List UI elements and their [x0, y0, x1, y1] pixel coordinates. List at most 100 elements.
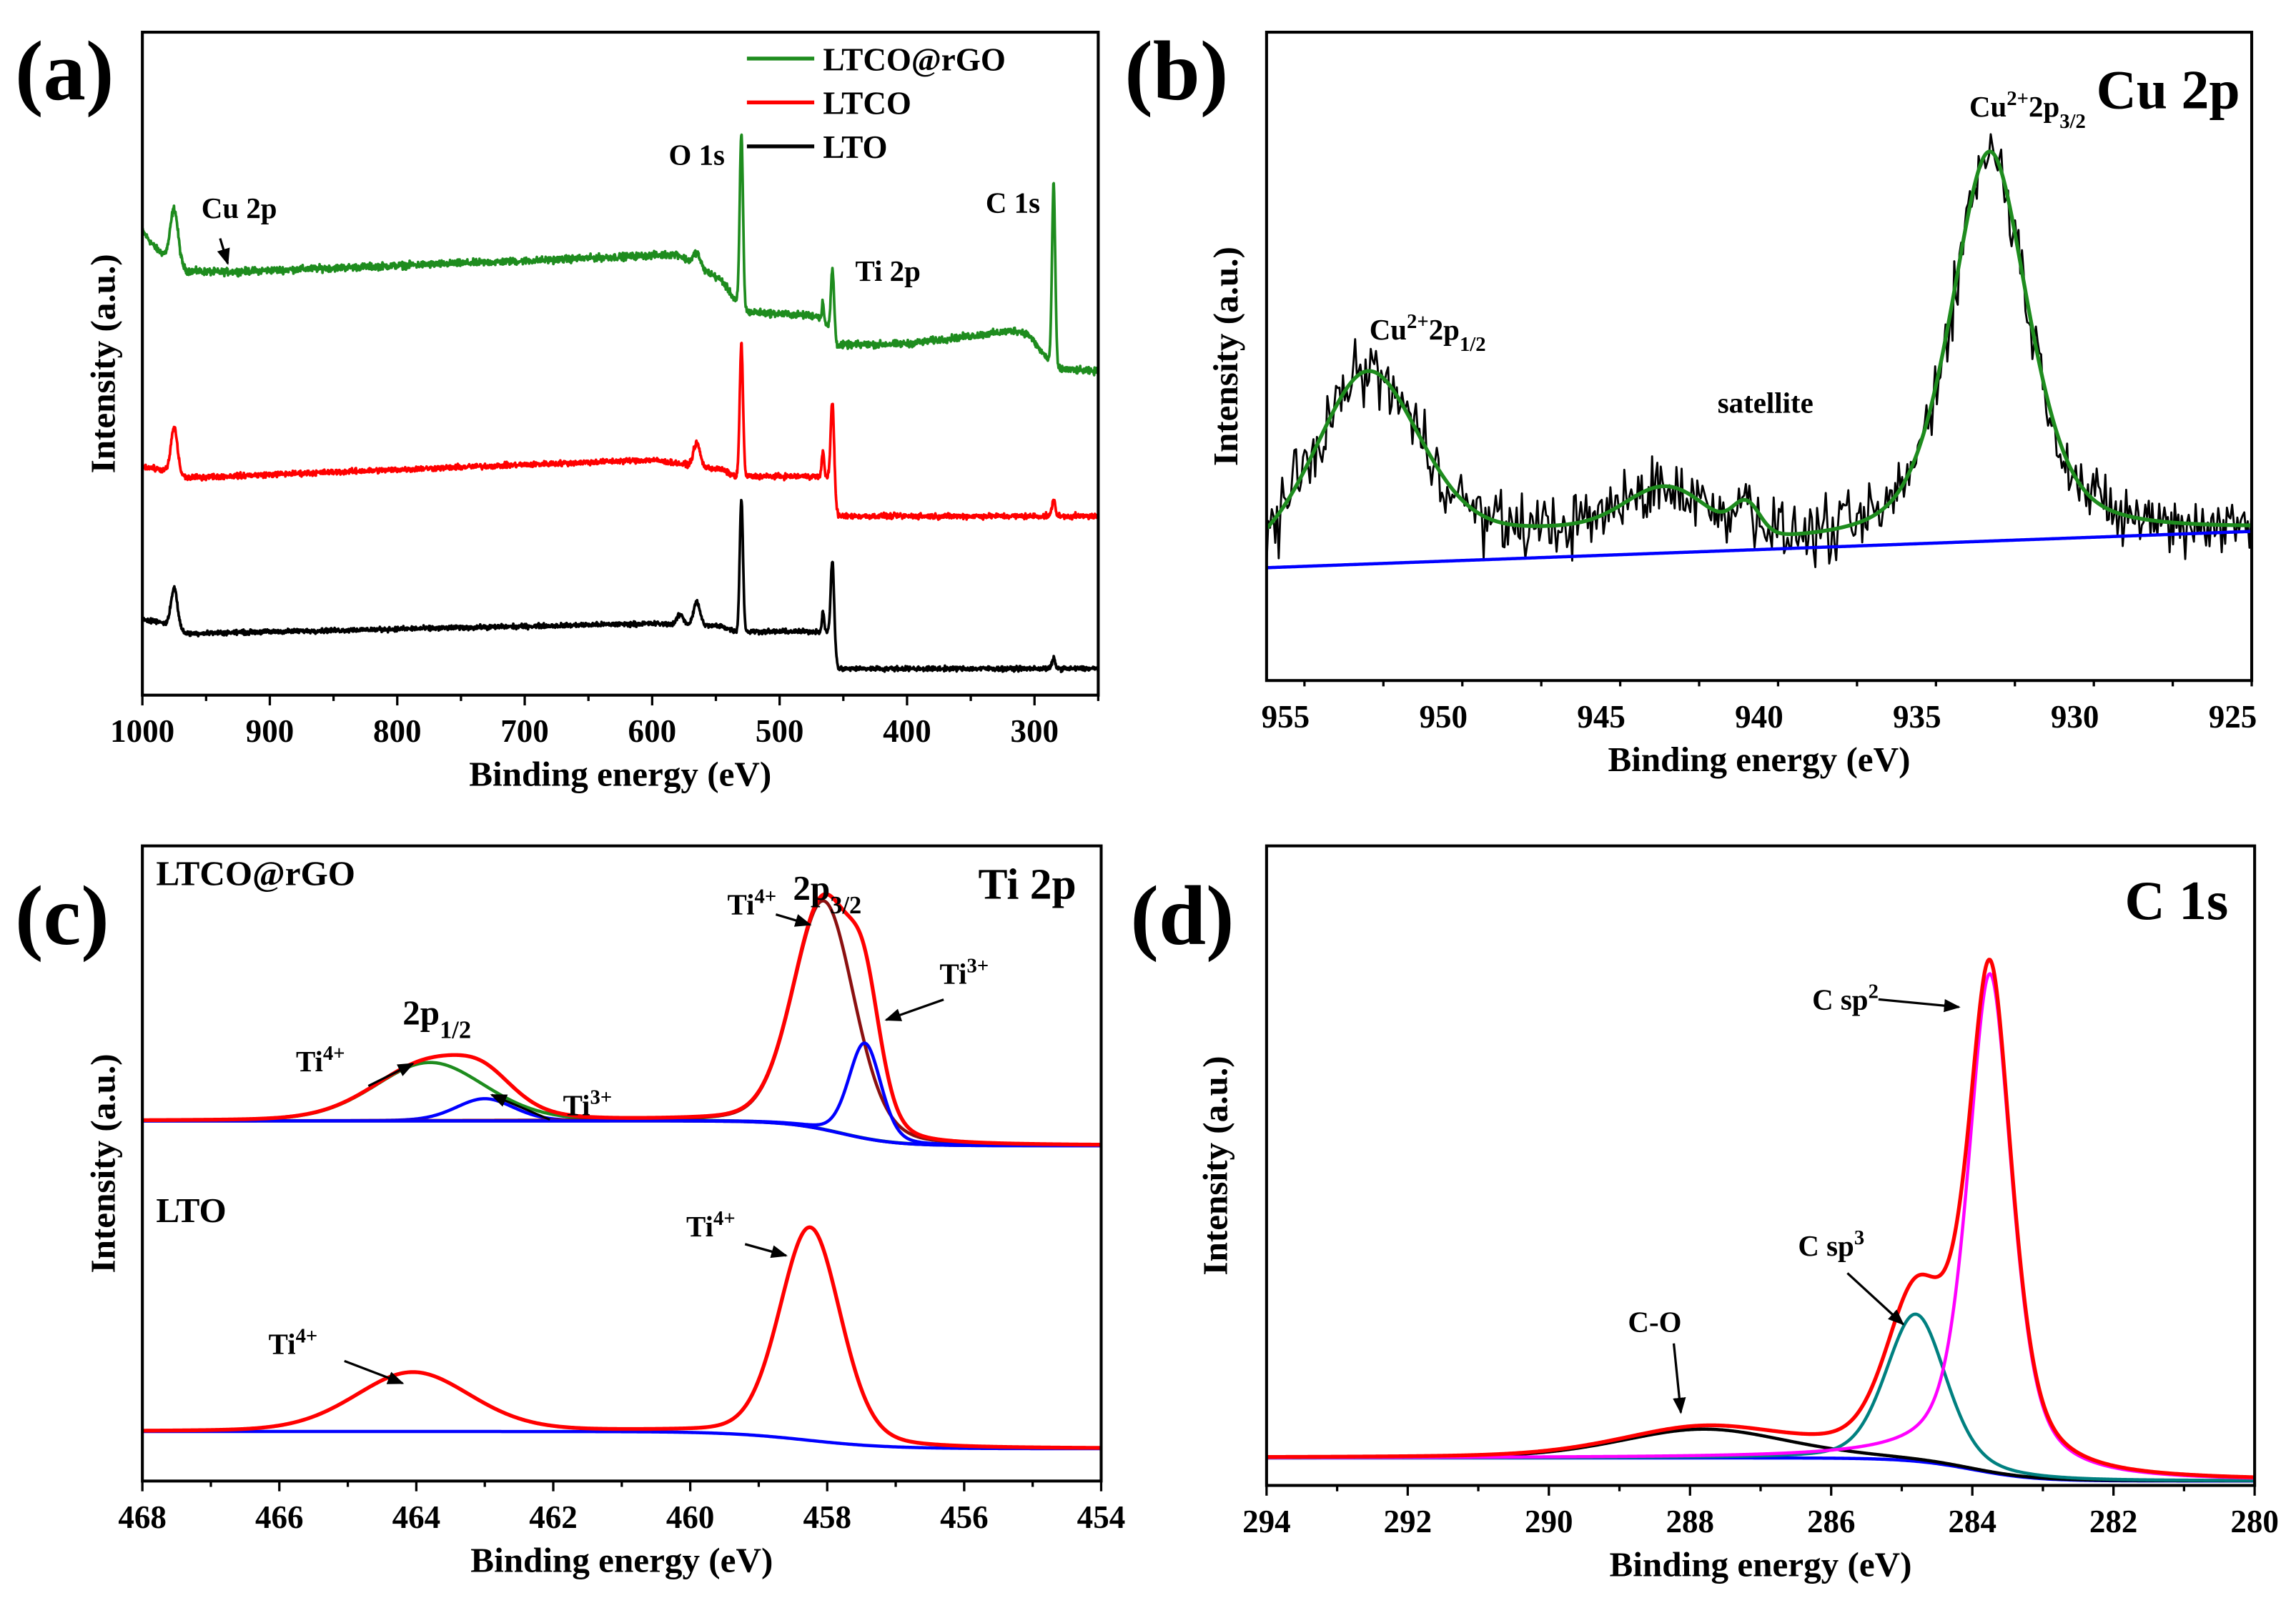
annotation-sup: 3: [1854, 1226, 1864, 1249]
peak-annotation: 2p3/2: [793, 868, 861, 919]
plot-frame: [1265, 31, 2254, 683]
annotation-sup: 2+: [1407, 310, 1429, 333]
x-tick-label: 925: [2209, 699, 2257, 735]
x-tick-label: 950: [1419, 699, 1468, 735]
annotation-text: Ti: [686, 1211, 713, 1243]
annotation-sup: 3+: [590, 1086, 613, 1108]
annotation-text: Ti: [269, 1329, 296, 1361]
annotation-text: C 1s: [986, 187, 1040, 219]
peak-annotation: Ti3+: [563, 1086, 613, 1121]
x-axis-title: Binding energy (eV): [469, 755, 771, 794]
plot-area: [1266, 133, 2252, 570]
annotation-sub: 3/2: [830, 892, 861, 919]
x-tick-label: 600: [628, 713, 677, 749]
peak-annotation: Cu2+2p3/2: [1969, 87, 2086, 133]
x-tick-label: 1000: [110, 713, 174, 749]
peak-annotation: Ti4+: [686, 1207, 736, 1243]
peak-annotation: LTO: [156, 1191, 226, 1230]
annotation-text: Cu 2p: [202, 192, 277, 224]
annotation-sub: 3/2: [2059, 110, 2086, 133]
annotation-arrow: [1878, 998, 1961, 1013]
annotation-sup: 4+: [713, 1207, 736, 1230]
plot-frame: [141, 31, 1100, 697]
annotation-text: Ti: [728, 889, 755, 921]
panel-letter: (a): [15, 24, 114, 118]
panel-title: C 1s: [2124, 870, 2228, 931]
x-tick-label: 300: [1010, 713, 1059, 749]
panel-letter: (b): [1124, 24, 1228, 118]
peak-annotation: Ti3+: [940, 954, 989, 990]
x-tick-label: 930: [2051, 699, 2099, 735]
x-tick-label: 800: [373, 713, 422, 749]
annotation-arrow: [217, 238, 230, 265]
annotation-arrow: [1846, 1272, 1905, 1326]
panel-c: 468 466 464 462 460 458 456 454 Binding energy (…: [15, 844, 1125, 1579]
spectrum-lto: [142, 498, 1099, 673]
spectrum-ltco: [142, 342, 1099, 521]
fit-line: [1266, 149, 2252, 537]
annotation-text: Cu: [1370, 314, 1407, 346]
annotation-sup: 2: [1869, 981, 1879, 1003]
annotation-text: satellite: [1718, 387, 1813, 420]
annotation-sup: 4+: [323, 1042, 345, 1065]
panel-d: 294 292 290 288 286 284 282 280 Binding energy (…: [1130, 844, 2279, 1584]
x-tick-label: 468: [118, 1499, 167, 1535]
annotation-arrow: [1672, 1343, 1686, 1414]
envelope-line: [142, 892, 1102, 1147]
background-line: [142, 1429, 1102, 1451]
peak-annotation: Ti4+: [728, 885, 777, 921]
x-tick-label: 280: [2230, 1504, 2279, 1539]
plot-area: [142, 133, 1099, 673]
x-tick-label: 945: [1577, 699, 1625, 735]
x-tick-label: 294: [1242, 1504, 1291, 1539]
annotation-sup: 4+: [296, 1325, 318, 1348]
peak-annotation: Ti 2p: [855, 255, 920, 287]
x-tick-label: 292: [1384, 1504, 1432, 1539]
x-tick-label: 400: [883, 713, 931, 749]
annotation-text: Ti: [563, 1089, 590, 1121]
legend-label: LTCO: [823, 86, 911, 121]
annotation-text: 2p: [402, 993, 440, 1032]
annotation-arrow: [344, 1359, 405, 1385]
peak-annotation: satellite: [1718, 387, 1813, 420]
annotation-arrow: [775, 913, 812, 927]
x-tick-label: 462: [529, 1499, 578, 1535]
peak-annotation: Cu2+2p1/2: [1370, 310, 1486, 356]
x-tick-label: 940: [1735, 699, 1783, 735]
x-axis-title: Binding energy (eV): [1608, 740, 1910, 779]
x-tick-label: 456: [940, 1499, 989, 1535]
x-tick-label: 900: [246, 713, 295, 749]
annotation-sup: 3+: [966, 954, 989, 977]
y-axis-title: Intensity (a.u.): [1206, 247, 1245, 466]
x-tick-label: 935: [1893, 699, 1941, 735]
peak-annotation: C sp3: [1798, 1226, 1864, 1262]
x-tick-label: 700: [500, 713, 549, 749]
panel-title: Ti 2p: [979, 860, 1077, 908]
envelope-line: [142, 1225, 1102, 1450]
peak-annotation: C sp2: [1812, 981, 1879, 1016]
x-axis-title: Binding energy (eV): [1609, 1544, 1911, 1584]
panel-b: 955 950 945 940 935 930 925 Binding energy (eV)…: [1124, 24, 2257, 779]
x-tick-label: 282: [2089, 1504, 2138, 1539]
annotation-text: 2p: [793, 868, 830, 908]
annotation-text: LTO: [156, 1191, 226, 1230]
plot-area: [1266, 958, 2255, 1483]
annotation-sub: 1/2: [440, 1016, 471, 1043]
annotation-text: Ti 2p: [855, 255, 920, 287]
component-ti3-2p3-2: [142, 1041, 1102, 1148]
annotation-text: C-O: [1628, 1306, 1681, 1339]
annotation-sup: 4+: [754, 885, 776, 908]
peak-annotation: O 1s: [669, 139, 725, 172]
x-tick-label: 466: [255, 1499, 304, 1535]
peak-annotation: C-O: [1628, 1306, 1681, 1339]
annotation-arrow: [367, 1062, 415, 1088]
legend-label: LTCO@rGO: [823, 41, 1006, 77]
annotation-arrow: [490, 1093, 550, 1121]
y-axis-title: Intensity (a.u.): [83, 254, 122, 473]
annotation-sub: 1/2: [1460, 333, 1486, 356]
legend: LTCO@rGO LTCO LTO: [746, 41, 1006, 165]
x-tick-label: 284: [1948, 1504, 1996, 1539]
annotation-sup: 2+: [2006, 87, 2029, 110]
